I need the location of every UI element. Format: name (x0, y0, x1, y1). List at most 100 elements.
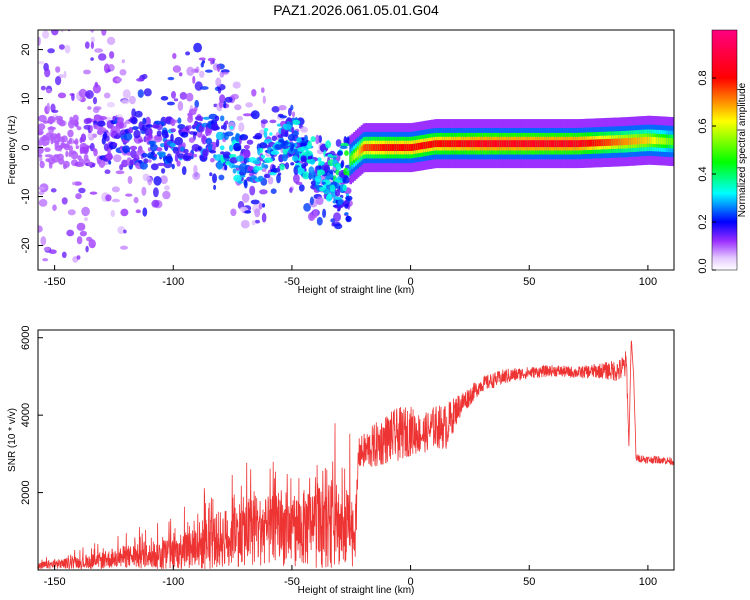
spectrogram-blob (139, 161, 148, 170)
spectrogram-blob (145, 116, 151, 127)
spectrogram-blob (185, 51, 191, 56)
spectrogram-ridge-cell (375, 144, 379, 151)
spectrogram-ridge-cell (374, 144, 377, 151)
spectrogram-blob (108, 160, 112, 165)
spectrogram-blob (121, 99, 130, 105)
spectrogram-ridge-cell (461, 140, 464, 148)
spectrogram-blob (270, 188, 277, 194)
spectrogram-blob (106, 101, 115, 108)
spectrogram-blob (52, 204, 57, 211)
spectrogram-ridge-cell (651, 137, 654, 144)
snr-x-ticks: -150 -100 -50 0 50 100 (44, 565, 657, 588)
spectrogram-blob (240, 219, 250, 229)
spectrogram-blob (42, 30, 50, 39)
spectrogram-blob (202, 149, 209, 157)
spectrogram-ridge-cell (391, 144, 394, 151)
spectrogram-blob (192, 171, 201, 180)
spectrogram-ridge-cell (558, 140, 561, 148)
spectrogram-blob (80, 133, 87, 143)
spectrogram-blob (345, 215, 352, 223)
spectrogram-blob (244, 210, 252, 214)
spectrogram-blob (329, 173, 334, 178)
spectrogram-blob (115, 132, 122, 139)
spectrogram-blob (67, 129, 74, 138)
spectrogram-blob (84, 41, 90, 49)
spectrogram-blob (42, 258, 49, 262)
spectrogram-blob (216, 161, 223, 170)
y-tick-label: -10 (20, 189, 32, 205)
spectrogram-blob (129, 145, 138, 151)
spectrogram-blob (187, 125, 192, 130)
spectrogram-blob (75, 193, 82, 200)
spectrogram-blob (63, 160, 70, 168)
spectrogram-blob (153, 176, 162, 186)
spectrogram-ridge-cell (463, 140, 466, 148)
spectrogram-blob (234, 104, 242, 111)
spectrogram-blob (344, 150, 349, 157)
spectrogram-blob (254, 166, 263, 171)
spectrogram-blob (93, 106, 102, 111)
spectrogram-ridge-cell (626, 138, 630, 145)
spectrogram-blob (85, 90, 94, 99)
y-tick-label: -20 (20, 238, 32, 254)
spectrogram-blob (278, 105, 287, 111)
spectrogram-blob (76, 126, 82, 131)
spectrogram-ridge-cell (588, 139, 592, 147)
spectrogram-blob (94, 48, 104, 53)
spectrogram-blob (309, 196, 314, 206)
spectrogram-ridge-cell (450, 140, 453, 148)
spectrogram-blob (117, 226, 125, 235)
spectrogram-blob (161, 121, 165, 127)
spectrogram-blob (233, 142, 242, 151)
spectrogram-blob (109, 51, 115, 59)
spectrogram-blob (316, 216, 323, 226)
y-tick-label: 0 (20, 144, 32, 150)
spectrogram-blob (110, 209, 116, 218)
spectrogram-blob (194, 81, 203, 91)
colorbar-tick-label: 0.0 (697, 258, 709, 273)
spectrogram-ridge-cell (563, 140, 567, 148)
spectrogram-blob (111, 186, 120, 193)
spectrogram-blob (65, 150, 69, 158)
spectrogram-blob (200, 62, 204, 68)
x-tick-label: 50 (523, 576, 535, 588)
spectrogram-ridge-cell (579, 140, 582, 147)
spectrogram-blob (85, 117, 92, 123)
spectrogram-blob (132, 126, 139, 131)
spectrogram-ridge-cell (533, 140, 537, 148)
spectrogram-ridge-cell (467, 140, 470, 148)
spectrogram-ridge-cell (436, 140, 440, 148)
snr-frame (37, 329, 675, 571)
spectrogram-blob (262, 95, 266, 104)
spectrogram-ridge-cell (465, 140, 468, 148)
spectrogram-ridge-cell (516, 140, 519, 148)
spectrogram-blob (340, 161, 344, 169)
spectrogram-ridge-cell (618, 138, 622, 146)
spectrogram-blob (90, 125, 93, 132)
spectrogram-blob (300, 155, 307, 162)
spectrogram-ridge-cell (636, 137, 639, 145)
spectrogram-blob (308, 174, 313, 180)
spectrogram-blob (78, 158, 85, 167)
spectrogram-blob (224, 131, 234, 137)
spectrogram-blob (164, 133, 169, 138)
spectrogram-blob (113, 154, 122, 163)
spectrogram-ridge-cell (487, 140, 491, 148)
spectrogram-blob (98, 116, 107, 120)
spectrogram-blob (98, 127, 106, 132)
spectrogram-ridge-cell (474, 140, 478, 148)
spectrogram-blob (290, 162, 295, 166)
spectrogram-blob (67, 209, 76, 216)
spectrogram-blob (223, 101, 227, 109)
spectrogram-ridge-cell (637, 137, 641, 145)
spectrogram-blob (38, 199, 48, 207)
spectrogram-blob (128, 95, 136, 105)
spectrogram-blob (92, 96, 98, 105)
spectrogram-ridge-cell (410, 144, 413, 151)
spectrogram-ridge-cell (571, 140, 575, 148)
spectrogram-ridge-cell (662, 137, 666, 145)
spectrogram-blob (334, 223, 343, 230)
spectrogram-blob (78, 187, 86, 194)
spectrogram-blob (51, 30, 59, 36)
spectrogram-ridge-cell (617, 138, 620, 146)
